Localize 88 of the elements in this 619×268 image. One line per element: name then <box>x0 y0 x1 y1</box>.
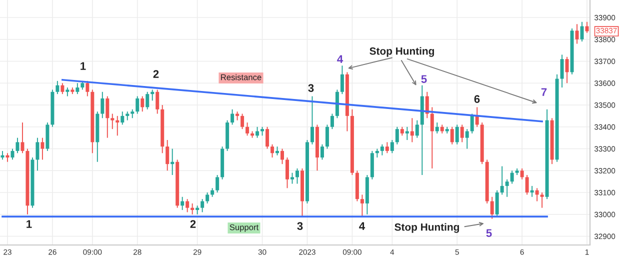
candlestick <box>475 106 479 128</box>
candlestick <box>20 122 24 154</box>
annotation: 4 <box>359 222 366 230</box>
candlestick <box>510 170 514 184</box>
candlestick <box>430 106 434 169</box>
candlestick <box>166 140 170 172</box>
candlestick <box>120 111 124 126</box>
candlestick <box>460 124 464 143</box>
candlestick <box>565 56 569 84</box>
candlestick <box>180 196 184 210</box>
candlestick <box>500 166 504 196</box>
candlestick <box>150 89 154 102</box>
candlestick <box>340 65 344 95</box>
candlestick <box>410 118 414 143</box>
candlestick <box>140 96 144 112</box>
candlestick <box>296 168 299 184</box>
candlestick <box>36 137 40 172</box>
annotation: 2 <box>153 70 159 78</box>
candlestick <box>100 91 104 119</box>
candlestick <box>286 157 290 189</box>
candlestick <box>270 144 274 158</box>
candlestick <box>415 120 419 138</box>
candlestick <box>505 178 509 198</box>
annotation: 3 <box>297 222 303 230</box>
candlestick <box>405 126 409 140</box>
candlestick <box>575 24 579 44</box>
annotation: Resistance <box>221 74 262 80</box>
annotation: 4 <box>337 55 344 63</box>
annotation: Stop Hunting <box>394 223 459 233</box>
candlestick <box>390 140 394 154</box>
candlestick <box>360 194 364 218</box>
annotation: 1 <box>26 220 32 228</box>
candlestick <box>116 115 120 136</box>
annotation: 2 <box>190 220 196 228</box>
annotation: Support <box>230 224 259 232</box>
candlestick <box>266 126 270 150</box>
annotation: 6 <box>474 95 480 103</box>
candlestick <box>330 113 334 130</box>
candlestick <box>230 108 234 126</box>
candlestick <box>76 82 80 95</box>
candlestick <box>455 124 459 145</box>
candlestick <box>540 192 544 208</box>
candlestick <box>465 128 469 150</box>
candlestick <box>106 96 110 138</box>
candlestick <box>256 126 260 138</box>
candlestick <box>146 91 150 110</box>
candlestick <box>495 190 499 218</box>
candlestick <box>530 185 534 198</box>
candlestick <box>560 54 564 88</box>
candlestick <box>10 148 14 160</box>
annotation: Stop Hunting <box>370 47 434 57</box>
candlestick <box>290 172 294 184</box>
candlestick <box>156 89 160 114</box>
candlestick <box>470 113 474 134</box>
candlestick <box>525 174 529 196</box>
candlestick <box>580 21 584 42</box>
candlestick <box>490 196 494 220</box>
annotation: 3 <box>308 84 314 92</box>
candlestick <box>110 113 114 130</box>
candlestick <box>240 113 244 130</box>
candlestick <box>200 198 204 213</box>
candlestick <box>206 192 210 204</box>
candlestick <box>40 137 44 160</box>
annotation: 5 <box>486 229 492 237</box>
candlestick <box>136 96 140 114</box>
candlestick <box>325 124 329 150</box>
candlestick <box>60 82 64 95</box>
candlestick <box>520 168 524 180</box>
candlestick <box>16 137 20 154</box>
candlestick <box>186 198 190 213</box>
annotation: 7 <box>541 88 547 96</box>
candlestick <box>170 148 174 176</box>
candlestick <box>385 142 389 154</box>
candlestick <box>280 148 284 165</box>
candlestick <box>246 122 250 136</box>
candlestick <box>380 144 384 156</box>
candlestick <box>56 80 60 95</box>
candlestick <box>585 21 589 34</box>
candlestick <box>395 126 399 145</box>
candlestick <box>535 188 539 202</box>
annotation: 1 <box>80 62 86 70</box>
annotation: 5 <box>421 75 427 83</box>
candlestick <box>216 174 220 193</box>
candlestick <box>190 202 194 215</box>
candlestick <box>320 144 324 160</box>
candlestick <box>310 96 314 145</box>
candlestick <box>435 122 439 134</box>
candlestick <box>450 126 454 145</box>
